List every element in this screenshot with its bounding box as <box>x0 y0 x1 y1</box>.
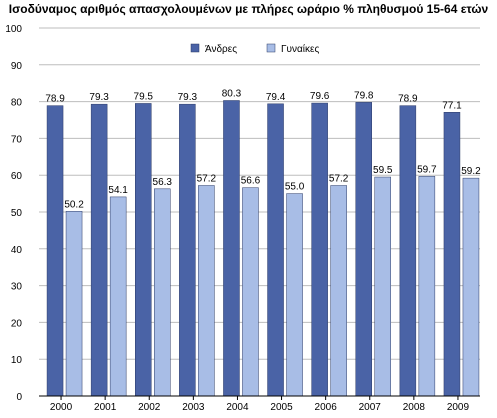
y-tick-label: 90 <box>11 61 23 72</box>
legend-swatch <box>266 43 276 53</box>
bar-women <box>374 176 391 397</box>
data-label: 56.6 <box>241 176 261 187</box>
legend-swatch <box>190 43 200 53</box>
y-tick-label: 40 <box>11 245 23 256</box>
data-label: 79.4 <box>266 92 286 103</box>
bar-women <box>198 185 215 397</box>
data-label: 78.9 <box>398 94 418 105</box>
bar-women <box>286 193 303 397</box>
bar-women <box>65 211 83 397</box>
data-label: 59.7 <box>417 164 437 175</box>
y-tick-label: 0 <box>16 392 22 403</box>
x-tick-label: 2009 <box>447 402 470 413</box>
y-tick-label: 20 <box>11 318 23 329</box>
legend-label: Άνδρες <box>205 44 237 55</box>
bar-women <box>462 177 480 397</box>
y-tick-label: 50 <box>11 208 23 219</box>
y-tick-label: 60 <box>11 171 23 182</box>
bar-men <box>135 103 152 397</box>
bar-women <box>109 196 127 397</box>
bar-men <box>443 112 461 397</box>
x-tick-label: 2006 <box>315 402 338 413</box>
bars: 78.9 50.2 79.3 54.1 79.5 56.3 79.3 57.2 80.3 56.6… <box>45 88 481 397</box>
chart-title: Ισοδύναμος αριθμός απασχολουμένων με πλή… <box>8 2 489 16</box>
x-tick-label: 2007 <box>359 402 382 413</box>
bar-men <box>267 103 284 397</box>
bar-men <box>399 105 417 397</box>
data-label: 57.2 <box>329 174 349 185</box>
x-tick-label: 2001 <box>94 402 117 413</box>
data-label: 80.3 <box>222 88 242 99</box>
data-label: 57.2 <box>197 174 217 185</box>
bar-men <box>90 103 108 397</box>
y-tick-label: 80 <box>11 98 23 109</box>
bar-women <box>330 185 347 397</box>
legend: Άνδρες Γυναίκες <box>190 43 319 55</box>
x-tick-label: 2002 <box>138 402 161 413</box>
data-label: 79.6 <box>310 91 330 102</box>
data-label: 55.0 <box>285 182 305 193</box>
bar-men <box>311 102 328 397</box>
x-axis: 2000 2001 2002 2003 2004 2005 2006 2007 2008 2009 <box>39 395 480 413</box>
data-label: 79.8 <box>354 90 374 101</box>
data-label: 54.1 <box>108 185 128 196</box>
bar-women <box>154 188 171 397</box>
y-tick-label: 70 <box>11 134 23 145</box>
bar-men <box>223 100 240 397</box>
y-axis: 0 10 20 30 40 50 60 70 80 90 100 <box>5 24 22 403</box>
x-tick-label: 2000 <box>50 402 73 413</box>
bar-men <box>179 103 196 397</box>
legend-label: Γυναίκες <box>281 43 319 55</box>
y-tick-label: 30 <box>11 282 23 293</box>
x-tick-label: 2004 <box>226 402 249 413</box>
bar-men <box>355 102 372 397</box>
y-tick-label: 100 <box>5 24 22 35</box>
y-tick-label: 10 <box>11 355 23 366</box>
data-label: 59.2 <box>461 166 481 177</box>
data-label: 56.3 <box>153 177 173 188</box>
x-tick-label: 2003 <box>182 402 205 413</box>
bar-women <box>242 187 259 397</box>
x-tick-label: 2005 <box>270 402 293 413</box>
data-label: 59.5 <box>373 165 393 176</box>
data-label: 50.2 <box>64 199 84 210</box>
data-label: 79.3 <box>89 92 109 103</box>
data-label: 78.9 <box>45 94 65 105</box>
bar-men <box>46 105 64 397</box>
x-tick-label: 2008 <box>403 402 426 413</box>
data-label: 79.3 <box>178 92 198 103</box>
bar-women <box>418 176 436 397</box>
data-label: 77.1 <box>442 100 462 111</box>
data-label: 79.5 <box>134 91 154 102</box>
